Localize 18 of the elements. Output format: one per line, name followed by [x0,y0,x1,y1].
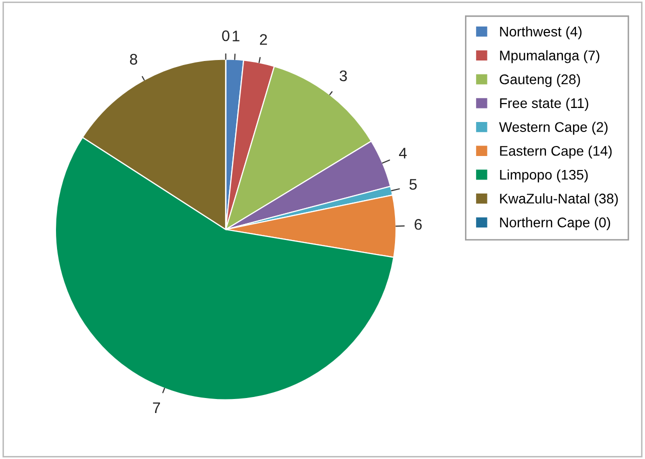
text: 7 [153,402,160,413]
text: 4 [399,148,407,158]
text: 8 [130,54,138,65]
legend-label: Limpopo (135) [500,169,588,182]
text: 1 [232,30,240,42]
text: 6 [414,218,422,230]
text: 0 [222,30,230,42]
legend-label: Mpumalanga (7) [500,50,600,64]
legend-label: Eastern Cape (14) [500,146,612,159]
legend-label: Gauteng (28) [500,74,580,87]
legend-label: Free state (11) [500,98,588,111]
legend-label: Western Cape (2) [499,122,608,135]
legend-label: KwaZulu-Natal (38) [500,193,618,206]
text: 5 [409,179,417,190]
text: 3 [340,70,347,82]
legend-label: Northwest (4) [500,26,582,40]
legend-label: Northern Cape (0) [500,217,610,230]
text: 2 [260,34,267,45]
